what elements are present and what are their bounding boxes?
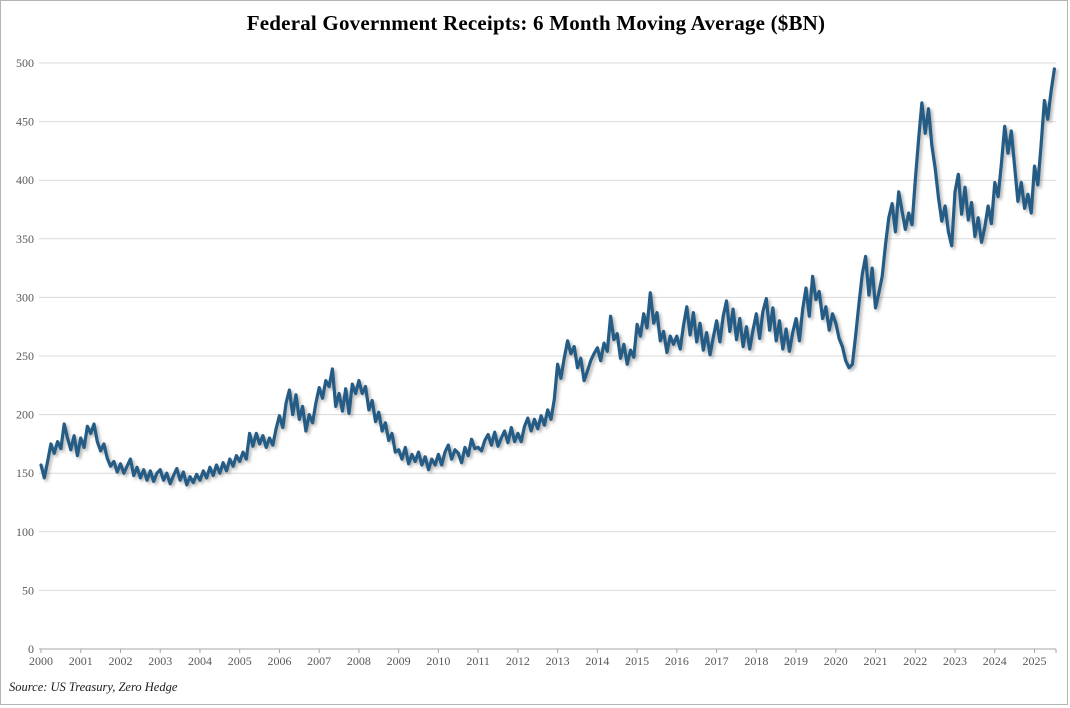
- x-axis-label: 2015: [625, 654, 649, 668]
- x-axis-label: 2024: [983, 654, 1007, 668]
- x-axis-label: 2010: [426, 654, 450, 668]
- y-axis-label: 150: [16, 466, 34, 480]
- x-axis-label: 2013: [546, 654, 570, 668]
- y-axis-label: 200: [16, 408, 34, 422]
- x-axis-label: 2020: [824, 654, 848, 668]
- y-axis-label: 400: [16, 173, 34, 187]
- y-axis-label: 50: [22, 583, 34, 597]
- x-axis-label: 2001: [69, 654, 93, 668]
- y-axis-label: 450: [16, 115, 34, 129]
- x-axis-label: 2018: [744, 654, 768, 668]
- x-axis-label: 2011: [466, 654, 490, 668]
- x-axis-label: 2007: [307, 654, 331, 668]
- x-axis-label: 2009: [387, 654, 411, 668]
- x-axis-label: 2006: [267, 654, 291, 668]
- y-axis-label: 0: [28, 642, 34, 656]
- x-axis-label: 2000: [29, 654, 53, 668]
- x-axis-label: 2008: [347, 654, 371, 668]
- x-axis-label: 2005: [228, 654, 252, 668]
- x-axis-label: 2012: [506, 654, 530, 668]
- x-axis-label: 2019: [784, 654, 808, 668]
- x-axis-label: 2002: [108, 654, 132, 668]
- y-axis-label: 350: [16, 232, 34, 246]
- x-axis-label: 2017: [705, 654, 729, 668]
- source-note: Source: US Treasury, Zero Hedge: [9, 680, 178, 694]
- y-axis-label: 300: [16, 290, 34, 304]
- x-axis-label: 2014: [585, 654, 609, 668]
- line-series: [39, 67, 1056, 487]
- x-axis-label: 2021: [864, 654, 888, 668]
- x-axis-label: 2022: [903, 654, 927, 668]
- x-axis-label: 2004: [188, 654, 212, 668]
- x-axis-label: 2016: [665, 654, 689, 668]
- y-axis-label: 250: [16, 349, 34, 363]
- x-axis-label: 2025: [1023, 654, 1047, 668]
- y-axis-label: 500: [16, 56, 34, 70]
- chart-title: Federal Government Receipts: 6 Month Mov…: [246, 11, 826, 35]
- y-axis-label: 100: [16, 525, 34, 539]
- x-axis-label: 2003: [148, 654, 172, 668]
- x-axis-label: 2023: [943, 654, 967, 668]
